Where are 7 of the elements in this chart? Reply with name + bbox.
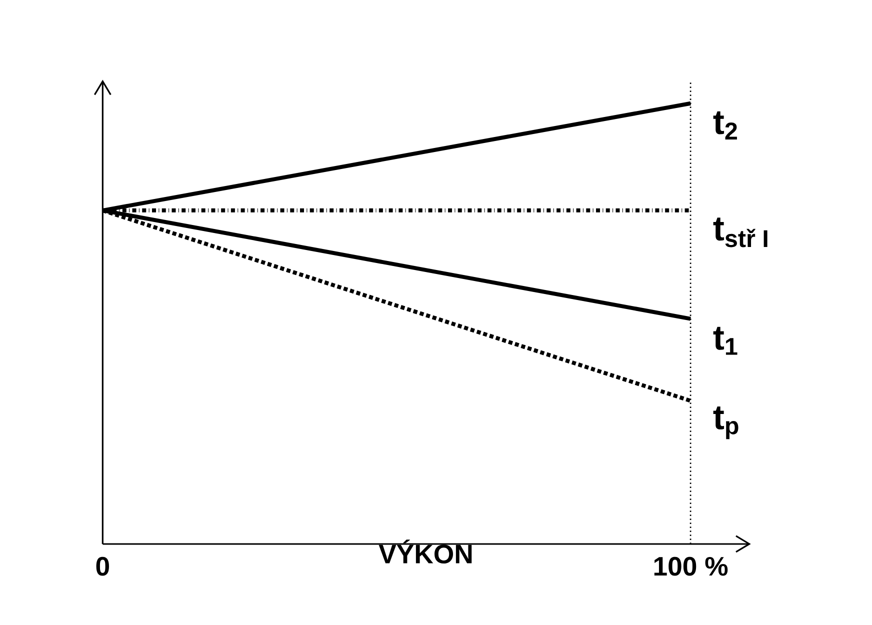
series-label: $\text{t}_{\text{stř I}}$ <box>713 218 768 248</box>
x-axis-title: VÝKON <box>378 539 472 564</box>
x-tick-label: 0 <box>96 556 109 576</box>
series-label: t$_{2}$ <box>713 111 737 140</box>
x-tick-label: 100 % <box>654 556 728 576</box>
series-label: t$_{p}$ <box>713 406 738 439</box>
series-label: t$_{1}$ <box>713 326 738 355</box>
